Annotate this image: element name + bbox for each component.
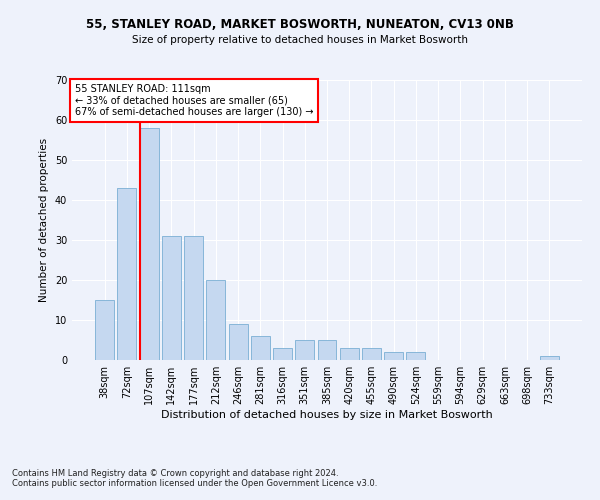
- Bar: [95, 300, 114, 360]
- Y-axis label: Number of detached properties: Number of detached properties: [39, 138, 49, 302]
- Bar: [340, 348, 359, 360]
- Text: 55, STANLEY ROAD, MARKET BOSWORTH, NUNEATON, CV13 0NB: 55, STANLEY ROAD, MARKET BOSWORTH, NUNEA…: [86, 18, 514, 30]
- Bar: [162, 236, 181, 360]
- Bar: [540, 356, 559, 360]
- Text: Size of property relative to detached houses in Market Bosworth: Size of property relative to detached ho…: [132, 35, 468, 45]
- Text: 55 STANLEY ROAD: 111sqm
← 33% of detached houses are smaller (65)
67% of semi-de: 55 STANLEY ROAD: 111sqm ← 33% of detache…: [74, 84, 313, 117]
- Bar: [140, 128, 158, 360]
- Bar: [184, 236, 203, 360]
- Bar: [229, 324, 248, 360]
- Bar: [295, 340, 314, 360]
- Bar: [406, 352, 425, 360]
- Bar: [118, 188, 136, 360]
- Bar: [251, 336, 270, 360]
- Bar: [206, 280, 225, 360]
- Bar: [273, 348, 292, 360]
- Bar: [362, 348, 381, 360]
- Bar: [317, 340, 337, 360]
- Text: Contains public sector information licensed under the Open Government Licence v3: Contains public sector information licen…: [12, 479, 377, 488]
- Bar: [384, 352, 403, 360]
- Text: Contains HM Land Registry data © Crown copyright and database right 2024.: Contains HM Land Registry data © Crown c…: [12, 469, 338, 478]
- X-axis label: Distribution of detached houses by size in Market Bosworth: Distribution of detached houses by size …: [161, 410, 493, 420]
